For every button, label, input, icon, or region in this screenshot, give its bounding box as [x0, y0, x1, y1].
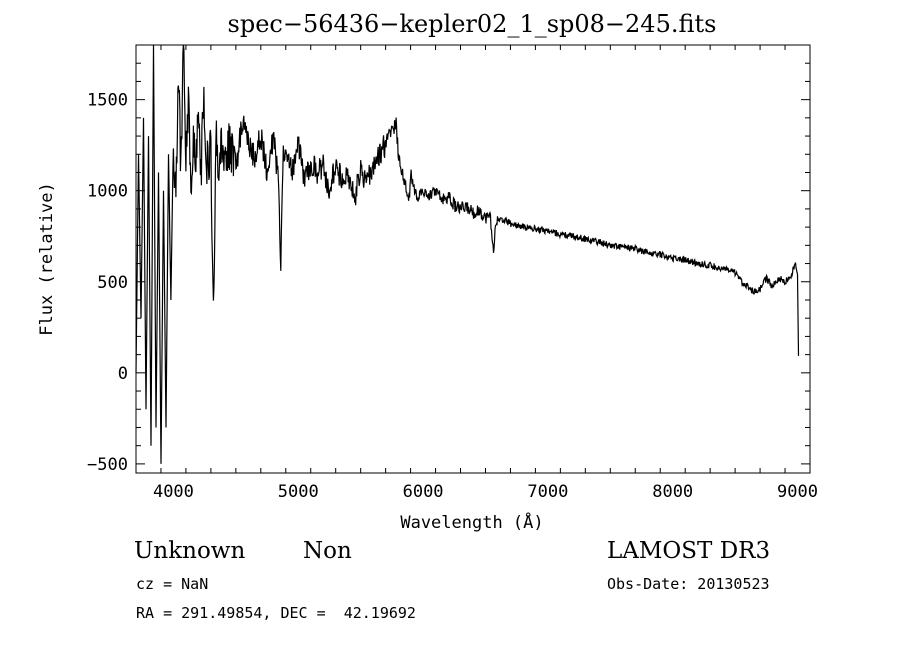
class-label: Unknown [134, 538, 246, 564]
x-tick-label: 7000 [527, 482, 568, 502]
x-tick-label: 9000 [777, 482, 818, 502]
subclass-label: Non [303, 538, 352, 564]
obs-date: Obs-Date: 20130523 [607, 575, 770, 593]
y-axis-label: Flux (relative) [37, 182, 57, 336]
coordinates: RA = 291.49854, DEC = 42.19692 [136, 604, 416, 622]
flux-series-line [135, 44, 800, 464]
y-tick-label: −500 [87, 455, 128, 475]
x-axis-ticks: 4000 5000 6000 7000 8000 9000 [135, 45, 818, 502]
plot-frame [135, 44, 811, 474]
y-tick-label: 500 [97, 273, 128, 293]
x-axis-label: Wavelength (Å) [400, 511, 543, 533]
y-tick-label: 1500 [87, 91, 128, 111]
x-tick-label: 8000 [652, 482, 693, 502]
y-tick-label: 1000 [87, 182, 128, 202]
cz-value: cz = NaN [136, 575, 209, 593]
x-tick-label: 4000 [153, 482, 194, 502]
y-tick-label: 0 [118, 364, 128, 384]
x-tick-label: 5000 [278, 482, 319, 502]
chart-title: spec−56436−kepler02_1_sp08−245.fits [228, 10, 717, 38]
x-tick-label: 6000 [403, 482, 444, 502]
y-axis-ticks: −500 0 500 1000 1500 [87, 44, 810, 475]
survey-label: LAMOST DR3 [607, 538, 771, 564]
